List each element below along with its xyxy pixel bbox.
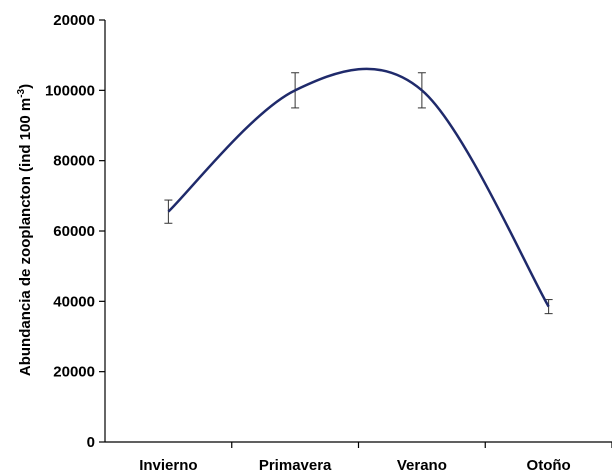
- axes: [104, 20, 612, 443]
- y-tick-label: 60000: [53, 223, 95, 240]
- x-axis-ticks: Invierno Primavera Verano Otoño: [139, 442, 612, 474]
- x-tick-label: Otoño: [527, 457, 571, 474]
- y-tick-label: 20000: [53, 364, 95, 381]
- x-tick-label: Primavera: [259, 457, 332, 474]
- y-tick-label: 0: [87, 434, 95, 451]
- y-tick-label: 20000: [53, 12, 95, 29]
- x-tick-label: Verano: [397, 457, 447, 474]
- y-tick-label: 100000: [45, 82, 95, 99]
- y-axis-ticks: 0 20000 40000 60000 80000 100000 20000: [45, 12, 105, 451]
- y-tick-label: 40000: [53, 293, 95, 310]
- y-tick-label: 80000: [53, 153, 95, 170]
- y-axis-title: Abundancia de zooplancton (ind 100 m-3): [16, 84, 34, 376]
- error-bars: [164, 72, 553, 315]
- series-line: [167, 67, 550, 308]
- x-tick-label: Invierno: [139, 457, 197, 474]
